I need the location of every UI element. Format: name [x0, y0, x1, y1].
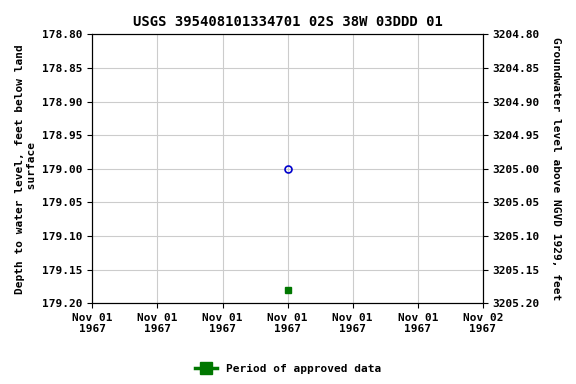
Y-axis label: Depth to water level, feet below land
 surface: Depth to water level, feet below land su…	[15, 44, 37, 294]
Legend: Period of approved data: Period of approved data	[191, 359, 385, 379]
Title: USGS 395408101334701 02S 38W 03DDD 01: USGS 395408101334701 02S 38W 03DDD 01	[132, 15, 442, 29]
Y-axis label: Groundwater level above NGVD 1929, feet: Groundwater level above NGVD 1929, feet	[551, 37, 561, 300]
